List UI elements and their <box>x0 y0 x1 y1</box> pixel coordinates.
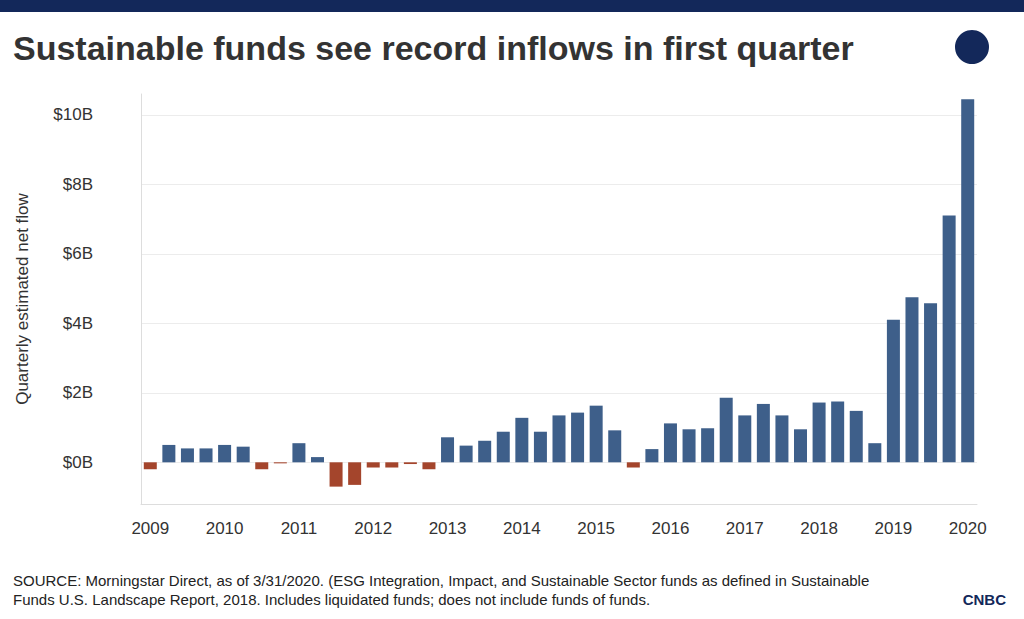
svg-text:2020: 2020 <box>949 519 987 538</box>
svg-text:$6B: $6B <box>63 244 93 263</box>
svg-text:2016: 2016 <box>652 519 690 538</box>
svg-text:Quarterly estimated net flow: Quarterly estimated net flow <box>13 192 32 404</box>
svg-text:Sustainable funds see record i: Sustainable funds see record inflows in … <box>13 29 854 67</box>
svg-text:2012: 2012 <box>354 519 392 538</box>
svg-text:2010: 2010 <box>206 519 244 538</box>
svg-text:$0B: $0B <box>63 453 93 472</box>
svg-text:$8B: $8B <box>63 175 93 194</box>
svg-text:2015: 2015 <box>577 519 615 538</box>
svg-text:$4B: $4B <box>63 314 93 333</box>
svg-text:2013: 2013 <box>429 519 467 538</box>
svg-text:SOURCE: Morningstar Direct, as: SOURCE: Morningstar Direct, as of 3/31/2… <box>13 572 873 589</box>
svg-text:2017: 2017 <box>726 519 764 538</box>
svg-text:2014: 2014 <box>503 519 541 538</box>
svg-text:2011: 2011 <box>281 519 318 538</box>
svg-text:2019: 2019 <box>874 519 912 538</box>
svg-text:$10B: $10B <box>53 105 93 124</box>
svg-text:CNBC: CNBC <box>963 591 1006 608</box>
svg-text:2018: 2018 <box>800 519 838 538</box>
svg-text:$2B: $2B <box>63 383 93 402</box>
svg-text:2009: 2009 <box>131 519 169 538</box>
svg-text:Funds U.S. Landscape Report, 2: Funds U.S. Landscape Report, 2018. Inclu… <box>13 591 650 608</box>
